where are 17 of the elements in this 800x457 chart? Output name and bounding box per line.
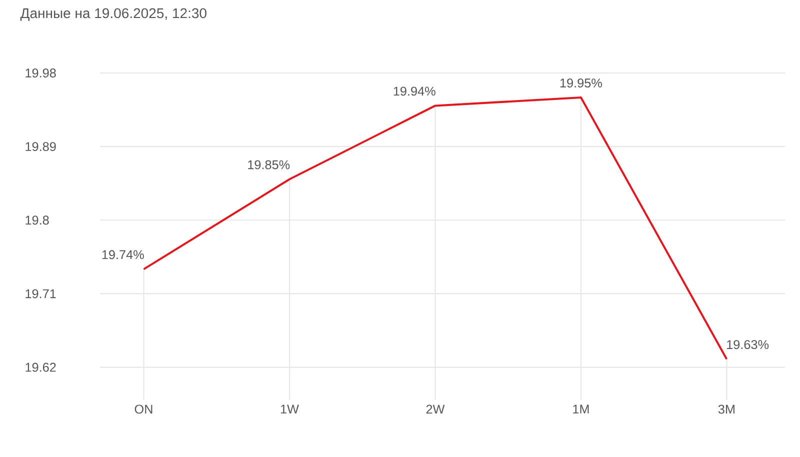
data-label: 19.85% xyxy=(248,160,290,170)
data-label: 19.74% xyxy=(102,250,144,260)
x-tick-label: 3M xyxy=(718,404,734,414)
y-tick-label: 19.98 xyxy=(26,68,56,78)
x-tick-label: 1W xyxy=(280,404,299,414)
line-series xyxy=(142,96,728,360)
x-tick-label: 2W xyxy=(426,404,445,414)
y-tick-label: 19.8 xyxy=(26,216,49,225)
data-label: 19.94% xyxy=(394,86,436,96)
y-tick-label: 19.89 xyxy=(26,142,56,152)
data-label: 19.63% xyxy=(727,340,769,350)
x-tick-label: ON xyxy=(134,404,152,414)
data-label: 19.95% xyxy=(560,78,602,88)
chart-title: Данные на 19.06.2025, 12:30 xyxy=(20,8,206,21)
y-tick-label: 19.71 xyxy=(26,289,56,298)
x-tick-label: 1M xyxy=(573,404,589,414)
y-tick-label: 19.62 xyxy=(26,362,56,372)
